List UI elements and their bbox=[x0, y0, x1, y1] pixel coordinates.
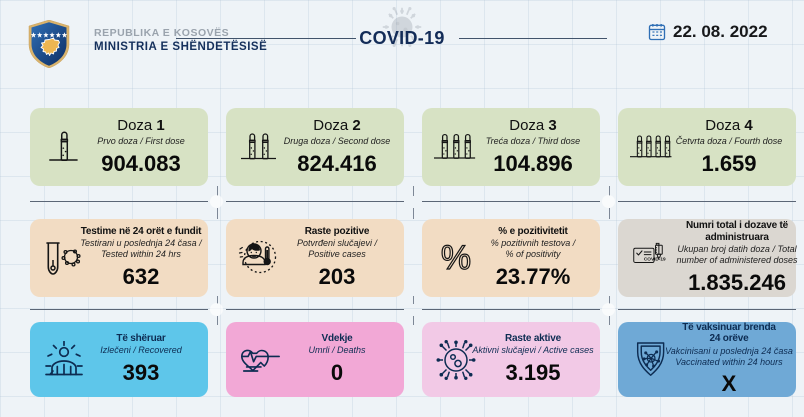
svg-text:%: % bbox=[441, 239, 471, 277]
svg-text:COVID-19: COVID-19 bbox=[644, 256, 666, 262]
